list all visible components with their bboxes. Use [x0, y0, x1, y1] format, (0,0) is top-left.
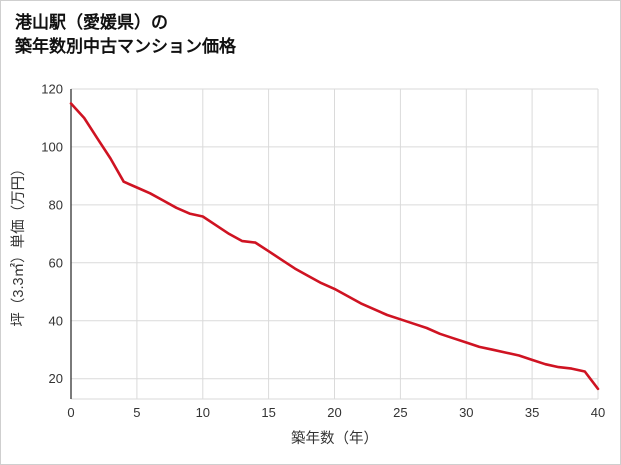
x-axis-label: 築年数（年）: [291, 429, 378, 447]
x-tick-label: 20: [327, 405, 341, 420]
price-line: [69, 102, 600, 391]
x-tick-label: 15: [261, 405, 275, 420]
chart-title: 港山駅（愛媛県）の 築年数別中古マンション価格: [1, 1, 620, 59]
x-tick-label: 40: [591, 405, 605, 420]
x-tick-label: 10: [196, 405, 210, 420]
price-by-age-line-chart: 20 40 60 80 100 120 0 5 10 15 20 25 30 35 40 築年数（年） 坪（3.…: [10, 82, 605, 448]
y-tick-label: 40: [49, 313, 63, 328]
x-tick-label: 30: [459, 405, 473, 420]
y-tick-label: 120: [41, 82, 63, 97]
y-axis-label: 坪（3.3㎡）単価（万円）: [10, 161, 27, 326]
x-tick-label: 5: [133, 405, 140, 420]
y-tick-label: 20: [49, 371, 63, 386]
chart-title-line2: 築年数別中古マンション価格: [15, 36, 236, 56]
y-tick-label: 60: [49, 255, 63, 270]
x-tick-label: 35: [525, 405, 539, 420]
y-tick-label: 80: [49, 197, 63, 212]
x-tick-label: 25: [393, 405, 407, 420]
line-chart: 20 40 60 80 100 120 0 5 10 15 20 25 30 35 40 築年数（年） 坪（3.…: [1, 59, 620, 464]
chart-title-line1: 港山駅（愛媛県）の: [15, 13, 168, 32]
x-tick-label: 0: [67, 405, 74, 420]
y-tick-label: 100: [41, 139, 63, 154]
